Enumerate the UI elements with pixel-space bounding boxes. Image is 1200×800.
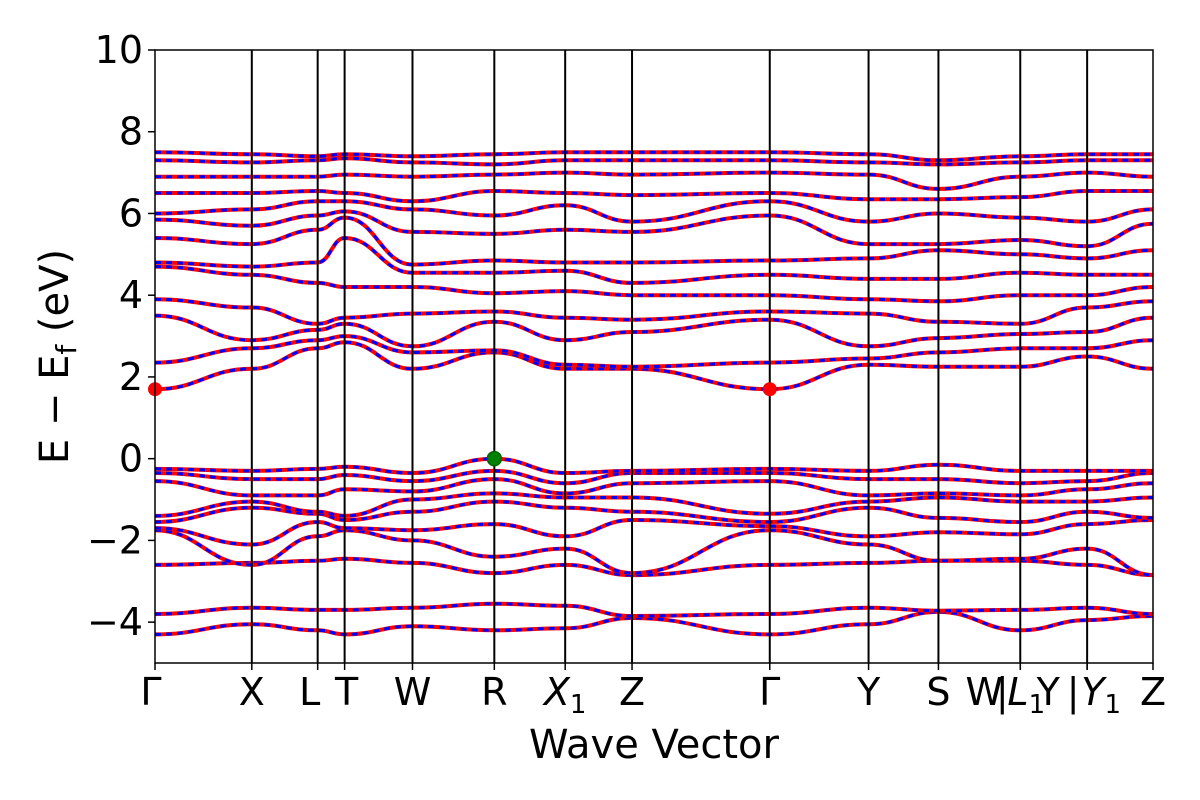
y-tick-label: 4	[119, 273, 143, 317]
band-line-spin-down-22	[155, 150, 1153, 162]
x-tick-label: R	[481, 670, 507, 714]
x-tick-label: T	[334, 670, 359, 714]
y-tick-label: 8	[119, 110, 143, 154]
x-tick-label: Γ	[759, 670, 780, 714]
x-tick-label: Γ	[140, 670, 161, 714]
x-tick-label: Y1	[1081, 670, 1121, 720]
y-tick-label: −2	[87, 518, 143, 562]
band-line-spin-down-3	[155, 528, 1153, 577]
x-axis-ticks: Γ X L T W R X1 Z Γ Y S W|L1Y | Y1 Z	[140, 663, 1166, 720]
x-axis-label: Wave Vector	[529, 722, 780, 768]
band-line-spin-down-6	[155, 491, 1153, 518]
band-line-spin-down-18	[155, 199, 1153, 224]
band-line-spin-down-8	[155, 469, 1153, 485]
y-axis-label-unit-text: (eV)	[32, 249, 78, 332]
x-tick-label: X	[239, 670, 265, 714]
x-tick-label: |	[1067, 670, 1080, 715]
kpoint-divider-lines	[250, 50, 1089, 663]
band-lines	[155, 150, 1153, 637]
x-tick-label: Z	[1140, 670, 1166, 714]
band-line-spin-down-20	[155, 171, 1153, 191]
y-tick-label: 0	[119, 437, 143, 481]
cbm-marker	[762, 382, 777, 397]
band-line-spin-up-13	[155, 297, 1153, 326]
band-line-spin-down-14	[155, 265, 1153, 303]
x-tick-label: |	[996, 670, 1009, 715]
extremum-markers	[148, 382, 777, 467]
band-line-spin-down-19	[155, 189, 1153, 203]
band-line-spin-down-1	[155, 602, 1153, 618]
band-line-spin-down-9	[155, 457, 1153, 475]
y-axis-label-main: E − E	[32, 355, 78, 465]
vbm-marker	[486, 450, 503, 467]
y-axis-label-subscript: f	[50, 344, 83, 355]
y-tick-label: −4	[87, 600, 143, 644]
band-line-spin-up-9	[155, 456, 1153, 476]
band-line-spin-down-15	[155, 236, 1153, 285]
y-tick-label: 10	[95, 28, 143, 72]
y-axis-label-unit	[32, 332, 78, 345]
x-tick-label: W	[394, 670, 432, 714]
x-tick-label: W	[965, 670, 1003, 714]
band-line-spin-down-17	[155, 209, 1153, 248]
x-tick-label: S	[926, 670, 950, 714]
x-tick-label: Z	[619, 670, 645, 714]
band-line-spin-down-12	[155, 314, 1153, 348]
y-tick-label: 2	[119, 355, 143, 399]
x-tick-label: Y	[856, 670, 881, 714]
x-tick-label: L1	[1007, 670, 1045, 720]
y-tick-label: 6	[119, 191, 143, 235]
band-line-spin-down-21	[155, 156, 1153, 166]
y-axis-ticks: −4 −2 0 2 4 6 8 10	[87, 28, 155, 644]
plot-frame	[154, 49, 1154, 664]
x-tick-label: L	[299, 670, 320, 714]
x-tick-label: Y	[1036, 670, 1061, 714]
x-tick-label: X1	[542, 670, 587, 720]
band-line-spin-down-16	[155, 216, 1153, 267]
y-axis-label: E − Ef (eV)	[32, 249, 83, 464]
band-line-spin-down-7	[155, 477, 1153, 497]
band-line-spin-down-0	[155, 610, 1153, 636]
